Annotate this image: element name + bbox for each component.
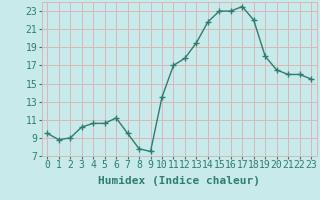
X-axis label: Humidex (Indice chaleur): Humidex (Indice chaleur)	[98, 176, 260, 186]
